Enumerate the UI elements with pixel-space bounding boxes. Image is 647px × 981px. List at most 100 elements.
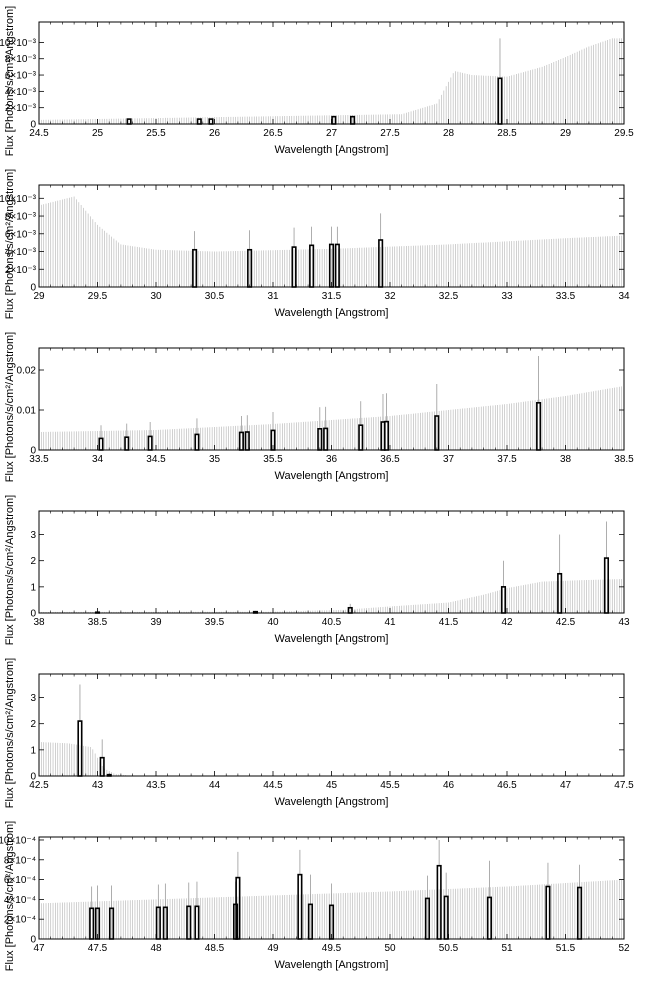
flux-bar: [347, 606, 353, 614]
y-tick-label: 0: [30, 772, 36, 783]
flux-bar: [291, 246, 297, 288]
x-tick-label: 26.5: [263, 128, 283, 139]
x-tick-label: 39: [150, 617, 162, 628]
x-tick-label: 45: [326, 780, 338, 791]
x-tick-label: 32: [384, 291, 396, 302]
y-tick-label: 0: [30, 283, 36, 294]
y-tick-label: 1: [30, 582, 36, 593]
y-tick-label: 0.02: [17, 366, 37, 377]
flux-bar: [108, 907, 115, 940]
x-tick-label: 45.5: [380, 780, 400, 791]
x-tick-label: 42: [501, 617, 513, 628]
flux-bar: [436, 864, 442, 940]
spectrum-plot: 24.5 25 25.5 26 26.5 27 27.5 28 28.5 29 29.5 0 2×10⁻…: [0, 6, 634, 156]
spectrum-panel: 38 38.5 39 39.5 40 40.5 41 41.5 42 42.5 43 0 1 2 3 Wave…: [0, 491, 647, 654]
spectrum-plot: 38 38.5 39 39.5 40 40.5 41 41.5 42 42.5 43 0 1 2 3 Wave…: [4, 495, 630, 645]
x-tick-label: 47.5: [88, 943, 108, 954]
spectrum-plot: 47 47.5 48 48.5 49 49.5 50 50.5 51 51.5 52 0 2×10⁻⁴ 4…: [0, 821, 630, 971]
y-tick-label: 3: [30, 693, 36, 704]
x-tick-label: 47.5: [614, 780, 634, 791]
x-axis-title: Wavelength [Angstrom]: [275, 633, 389, 645]
y-tick-label: 8×10⁻³: [5, 212, 37, 223]
x-tick-label: 51: [501, 943, 513, 954]
flux-bar: [147, 435, 153, 451]
x-tick-label: 34.5: [146, 454, 166, 465]
x-tick-label: 47: [560, 780, 572, 791]
x-tick-label: 49: [267, 943, 279, 954]
y-tick-label: 2: [30, 556, 36, 567]
x-tick-label: 46.5: [497, 780, 517, 791]
flux-bar: [358, 424, 364, 451]
spectrum-panel: 29 29.5 30 30.5 31 31.5 32 32.5 33 33.5 34 0 2×10⁻³ 4…: [0, 165, 647, 328]
flux-bar: [196, 118, 202, 125]
y-tick-label: 0: [30, 935, 36, 946]
x-tick-label: 29: [560, 128, 572, 139]
x-tick-label: 25: [92, 128, 104, 139]
flux-bar: [244, 431, 250, 451]
flux-bar: [424, 897, 430, 940]
y-tick-label: 0.01: [17, 406, 37, 417]
x-tick-label: 41: [384, 617, 396, 628]
x-tick-label: 28: [443, 128, 455, 139]
flux-bar: [545, 885, 551, 940]
y-tick-label: 4×10⁻³: [5, 247, 37, 258]
flux-bar: [238, 431, 244, 451]
y-tick-label: 10×10⁻³: [0, 38, 37, 49]
flux-bar: [194, 905, 200, 940]
x-tick-label: 24.5: [29, 128, 49, 139]
x-tick-label: 30.5: [205, 291, 225, 302]
x-tick-label: 35: [209, 454, 221, 465]
y-tick-label: 1: [30, 745, 36, 756]
y-tick-label: 4×10⁻³: [5, 87, 37, 98]
x-tick-label: 42.5: [29, 780, 49, 791]
x-tick-label: 38: [33, 617, 45, 628]
flux-bar: [309, 244, 315, 288]
spectrum-plot: 33.5 34 34.5 35 35.5 36 36.5 37 37.5 38 38.5 0 0.01 0…: [4, 332, 634, 482]
x-tick-label: 29: [33, 291, 45, 302]
x-tick-label: 43: [618, 617, 630, 628]
x-tick-label: 35.5: [263, 454, 283, 465]
flux-bar: [443, 895, 449, 940]
x-tick-label: 34: [92, 454, 104, 465]
y-tick-label: 6×10⁻⁴: [4, 875, 36, 886]
x-tick-label: 38.5: [614, 454, 634, 465]
x-tick-label: 25.5: [146, 128, 166, 139]
y-tick-label: 3: [30, 530, 36, 541]
flux-bar: [208, 118, 214, 125]
x-tick-label: 27.5: [380, 128, 400, 139]
flux-bar: [155, 906, 161, 940]
y-tick-label: 0: [30, 120, 36, 131]
flux-bar: [192, 248, 198, 288]
flux-bar: [98, 437, 104, 451]
y-tick-label: 8×10⁻³: [5, 54, 37, 65]
flux-bar: [557, 572, 563, 614]
x-tick-label: 32.5: [439, 291, 459, 302]
y-axis-title: Flux [Photons/s/cm²/Angstrom]: [4, 658, 16, 808]
flux-bar: [331, 115, 337, 125]
x-tick-label: 31.5: [322, 291, 342, 302]
flux-bar: [194, 433, 200, 451]
x-tick-label: 47: [33, 943, 45, 954]
x-tick-label: 44.5: [263, 780, 283, 791]
flux-bar: [99, 756, 105, 777]
y-tick-label: 2: [30, 719, 36, 730]
flux-bar: [162, 906, 168, 940]
x-tick-label: 33: [501, 291, 513, 302]
x-tick-label: 48.5: [205, 943, 225, 954]
flux-bar: [576, 886, 583, 940]
x-axis-title: Wavelength [Angstrom]: [275, 796, 389, 808]
flux-bar: [186, 905, 192, 940]
flux-bar: [297, 873, 303, 940]
flux-bar: [350, 115, 356, 125]
x-tick-label: 50.5: [439, 943, 459, 954]
x-tick-label: 40.5: [322, 617, 342, 628]
x-tick-label: 40: [267, 617, 279, 628]
spectrum-panel: 33.5 34 34.5 35 35.5 36 36.5 37 37.5 38 38.5 0 0.01 0…: [0, 328, 647, 491]
x-axis-title: Wavelength [Angstrom]: [275, 307, 389, 319]
x-tick-label: 38.5: [88, 617, 108, 628]
flux-bar: [307, 903, 313, 940]
x-axis-title: Wavelength [Angstrom]: [275, 959, 389, 971]
x-tick-label: 37: [443, 454, 455, 465]
flux-bar: [486, 896, 493, 940]
